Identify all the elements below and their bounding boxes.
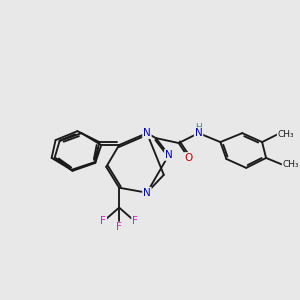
Text: CH₃: CH₃ xyxy=(283,160,299,169)
Text: H: H xyxy=(195,123,202,132)
Text: F: F xyxy=(132,217,138,226)
Text: F: F xyxy=(100,217,106,226)
Text: N: N xyxy=(143,128,151,138)
Text: F: F xyxy=(116,222,122,233)
Text: N: N xyxy=(165,150,172,160)
Text: CH₃: CH₃ xyxy=(278,130,294,139)
Text: O: O xyxy=(184,153,193,163)
Text: N: N xyxy=(143,188,151,198)
Text: N: N xyxy=(195,128,203,138)
